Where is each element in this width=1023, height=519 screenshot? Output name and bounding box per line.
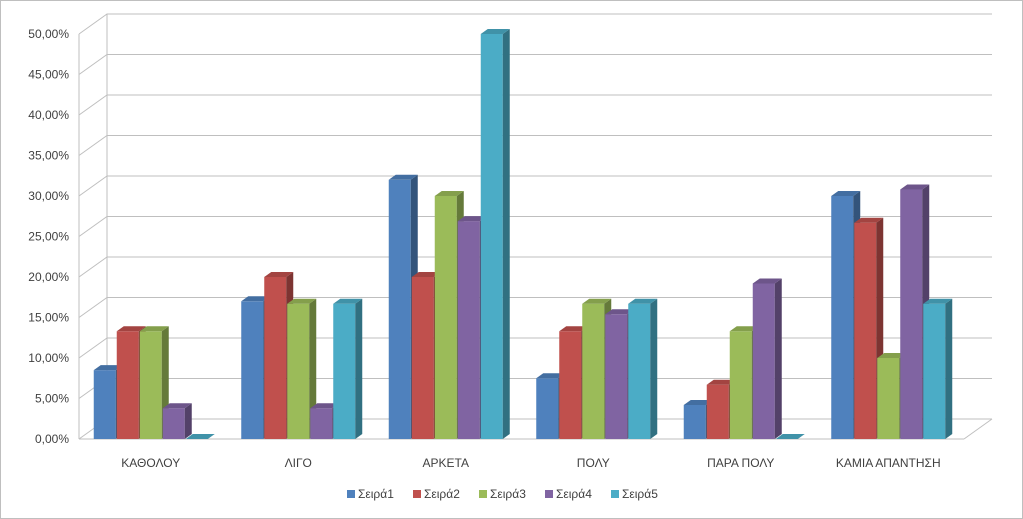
y-tick-label: 25,00% bbox=[28, 230, 69, 244]
x-axis-categories: ΚΑΘΟΛΟΥ ΛΙΓΟ ΑΡΚΕΤΑ ΠΟΛΥ ΠΑΡΑ ΠΟΛΥ ΚΑΜΙΑ ΑΠΑΝ… bbox=[121, 456, 940, 470]
y-tick-label: 15,00% bbox=[28, 311, 69, 325]
legend-swatch bbox=[611, 490, 619, 498]
bar bbox=[628, 298, 658, 439]
y-tick-label: 40,00% bbox=[28, 108, 69, 122]
bar bbox=[139, 326, 169, 439]
y-tick-label: 20,00% bbox=[28, 270, 69, 284]
gridline bbox=[78, 54, 992, 75]
bars bbox=[93, 29, 953, 440]
legend-swatch bbox=[479, 490, 487, 498]
legend: Σειρά1 Σειρά2 Σειρά3 Σειρά4 Σειρά5 bbox=[347, 487, 658, 501]
gridline bbox=[78, 13, 992, 35]
y-tick-label: 10,00% bbox=[28, 351, 69, 365]
y-axis-ticks: 0,00% 5,00% 10,00% 15,00% 20,00% 25,00% 30,00%… bbox=[28, 27, 69, 446]
category-label: ΠΑΡΑ ΠΟΛΥ bbox=[707, 456, 774, 470]
y-tick-label: 30,00% bbox=[28, 189, 69, 203]
y-tick-label: 50,00% bbox=[28, 27, 69, 41]
y-tick-label: 5,00% bbox=[35, 392, 69, 406]
y-tick-label: 0,00% bbox=[35, 432, 69, 446]
legend-label: Σειρά2 bbox=[424, 487, 460, 501]
legend-label: Σειρά4 bbox=[556, 487, 592, 501]
legend-swatch bbox=[545, 490, 553, 498]
legend-label: Σειρά3 bbox=[490, 487, 526, 501]
bar bbox=[923, 298, 953, 439]
legend-swatch bbox=[413, 490, 421, 498]
bar bbox=[333, 298, 363, 439]
bar bbox=[480, 29, 510, 439]
category-label: ΑΡΚΕΤΑ bbox=[423, 456, 469, 470]
category-label: ΚΑΜΙΑ ΑΠΑΝΤΗΣΗ bbox=[836, 456, 941, 470]
gridlines bbox=[78, 13, 993, 440]
bar bbox=[752, 278, 782, 439]
bar bbox=[185, 434, 215, 439]
y-tick-label: 45,00% bbox=[28, 68, 69, 82]
legend-swatch bbox=[347, 490, 355, 498]
bar bbox=[775, 434, 805, 439]
legend-label: Σειρά1 bbox=[358, 487, 394, 501]
legend-label: Σειρά5 bbox=[622, 487, 658, 501]
bar bbox=[287, 298, 317, 439]
y-tick-label: 35,00% bbox=[28, 149, 69, 163]
floor-edge bbox=[963, 418, 993, 440]
category-label: ΛΙΓΟ bbox=[285, 456, 312, 470]
category-label: ΠΟΛΥ bbox=[577, 456, 610, 470]
category-label: ΚΑΘΟΛΟΥ bbox=[121, 456, 180, 470]
gridline bbox=[78, 94, 992, 116]
gridline bbox=[78, 135, 992, 156]
bar bbox=[162, 403, 192, 439]
